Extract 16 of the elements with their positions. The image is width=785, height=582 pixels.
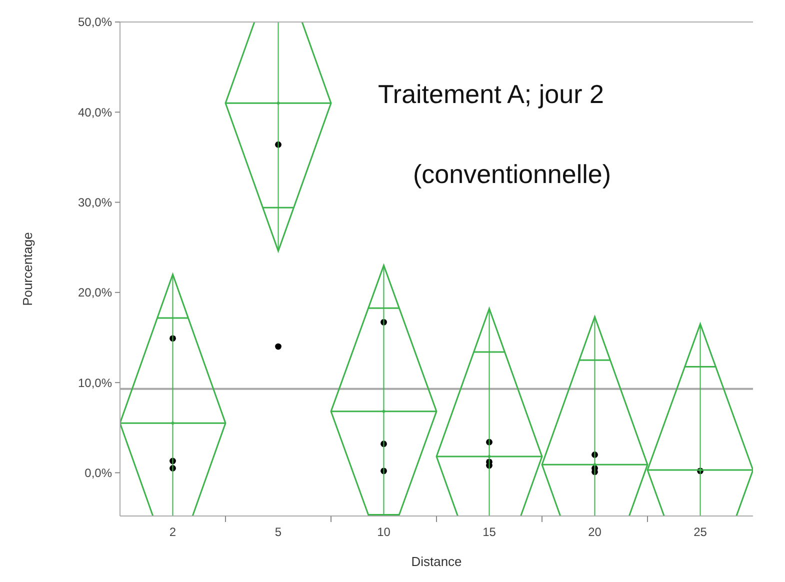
x-tick-label: 20 [588, 525, 602, 539]
y-tick-label: 50,0% [78, 15, 112, 30]
x-tick-label: 15 [482, 525, 496, 539]
y-tick-label: 40,0% [78, 105, 112, 120]
y-tick-label: 30,0% [78, 195, 112, 210]
y-axis-title: Pourcentage [20, 232, 35, 306]
annotation: Traitement A; jour 2 [378, 79, 604, 109]
annotation: (conventionnelle) [413, 159, 612, 189]
x-tick-label: 2 [169, 525, 176, 539]
y-tick-label: 20,0% [78, 286, 112, 300]
x-tick-label: 10 [377, 525, 391, 539]
y-tick-label: 0,0% [84, 466, 112, 480]
x-tick-label: 25 [694, 525, 708, 539]
y-tick-label: 10,0% [78, 376, 112, 390]
x-tick-label: 5 [274, 525, 282, 539]
x-axis-title: Distance [411, 554, 462, 569]
